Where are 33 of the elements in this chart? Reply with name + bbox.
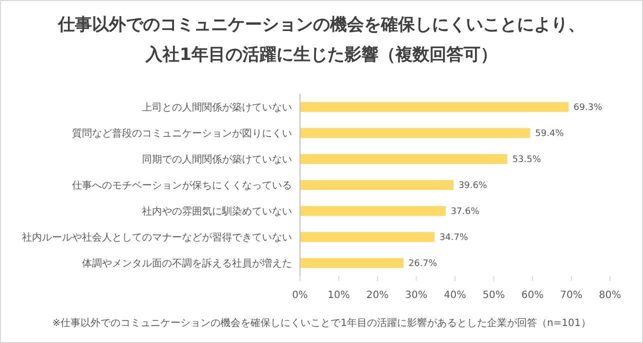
y-tick-label: 質問など普段のコミュニケーションが図りにくい (72, 128, 292, 140)
data-label: 39.6% (458, 181, 488, 192)
bar (300, 258, 404, 268)
y-tick-label: 社内やの雰囲気に馴染めていない (142, 206, 292, 218)
bar (300, 206, 446, 216)
x-tick-label: 0% (292, 290, 308, 301)
data-label: 59.4% (535, 129, 564, 140)
x-tick-label: 20% (366, 290, 389, 301)
text: ※仕事以外でのコミュニケーションの機会を確保しにくいことで1年目の活躍に影響があるとした企業が回答（n=101） (52, 317, 591, 329)
bar (300, 180, 454, 190)
y-tick-label: 体調やメンタル面の不調を訴える社員が増えた (82, 258, 292, 270)
chart-subtitle: 入社1年目の活躍に生じた影響（複数回答可） (144, 45, 498, 65)
y-tick-label: 上司との人間関係が築けていない (142, 102, 292, 114)
x-tick-label: 70% (560, 290, 582, 301)
data-label: 37.6% (450, 207, 480, 218)
x-tick-label: 10% (328, 290, 350, 301)
chart-title: 仕事以外でのコミュニケーションの機会を確保しにくいことにより、 (57, 15, 585, 35)
y-tick-label: 仕事へのモチベーションが保ちにくくなっている (72, 180, 292, 192)
x-tick-label: 40% (444, 290, 466, 301)
bar (300, 128, 530, 138)
data-label: 69.3% (574, 103, 603, 114)
data-label: 53.5% (512, 155, 542, 166)
data-label: 26.7% (408, 259, 438, 270)
x-tick-label: 50% (482, 290, 505, 301)
bar (300, 102, 569, 112)
y-tick-label: 同期での人間関係が築けていない (142, 154, 292, 166)
y-tick-label: 社内ルールや社会人としてのマナーなどが習得できていない (22, 232, 292, 244)
data-label: 34.7% (439, 233, 468, 244)
bar (300, 232, 434, 242)
x-tick-label: 60% (521, 290, 544, 301)
x-tick-label: 80% (598, 290, 622, 301)
x-tick-label: 30% (405, 290, 428, 301)
bar (300, 154, 508, 164)
